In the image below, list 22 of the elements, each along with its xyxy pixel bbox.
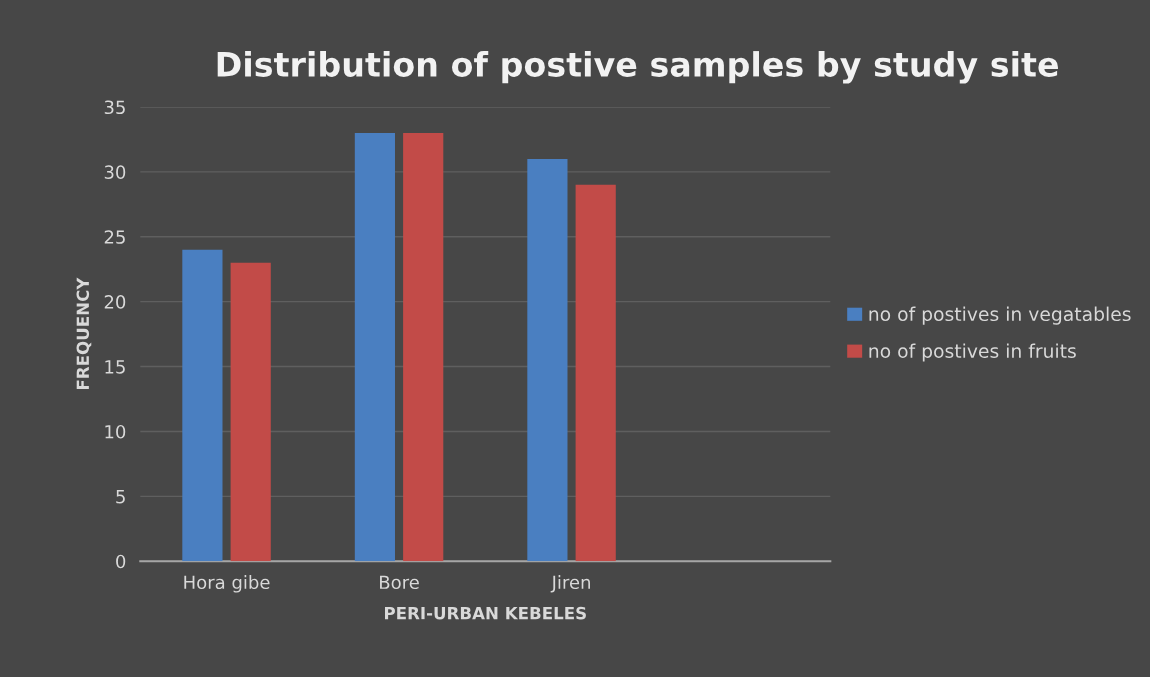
y-tick-label: 0	[116, 554, 126, 569]
y-tick-label: 25	[104, 230, 125, 244]
x-tick-label: Jiren	[550, 575, 590, 593]
x-axis-title: PERI-URBAN KEBELES	[385, 606, 586, 620]
y-tick-label: 35	[104, 100, 125, 115]
x-tick-label: Hora gibe	[184, 575, 270, 593]
y-tick-label: 10	[105, 424, 126, 439]
bar	[527, 158, 568, 562]
bar	[403, 132, 444, 562]
legend-label: no of postives in fruits	[869, 343, 1076, 362]
chart-title: Distribution of postive samples by study site	[217, 51, 1058, 84]
bar	[182, 249, 223, 562]
x-tick-label: Bore	[380, 575, 419, 590]
y-axis-title: FREQUENCY	[76, 277, 92, 390]
y-tick-label: 30	[104, 165, 126, 179]
y-tick-label: 15	[105, 360, 125, 374]
bar	[354, 132, 395, 562]
bar	[230, 262, 271, 562]
legend-label: no of postives in vegatables	[869, 306, 1131, 325]
y-tick-label: 20	[104, 295, 126, 309]
y-tick-label: 5	[116, 490, 125, 504]
bar	[575, 184, 616, 562]
